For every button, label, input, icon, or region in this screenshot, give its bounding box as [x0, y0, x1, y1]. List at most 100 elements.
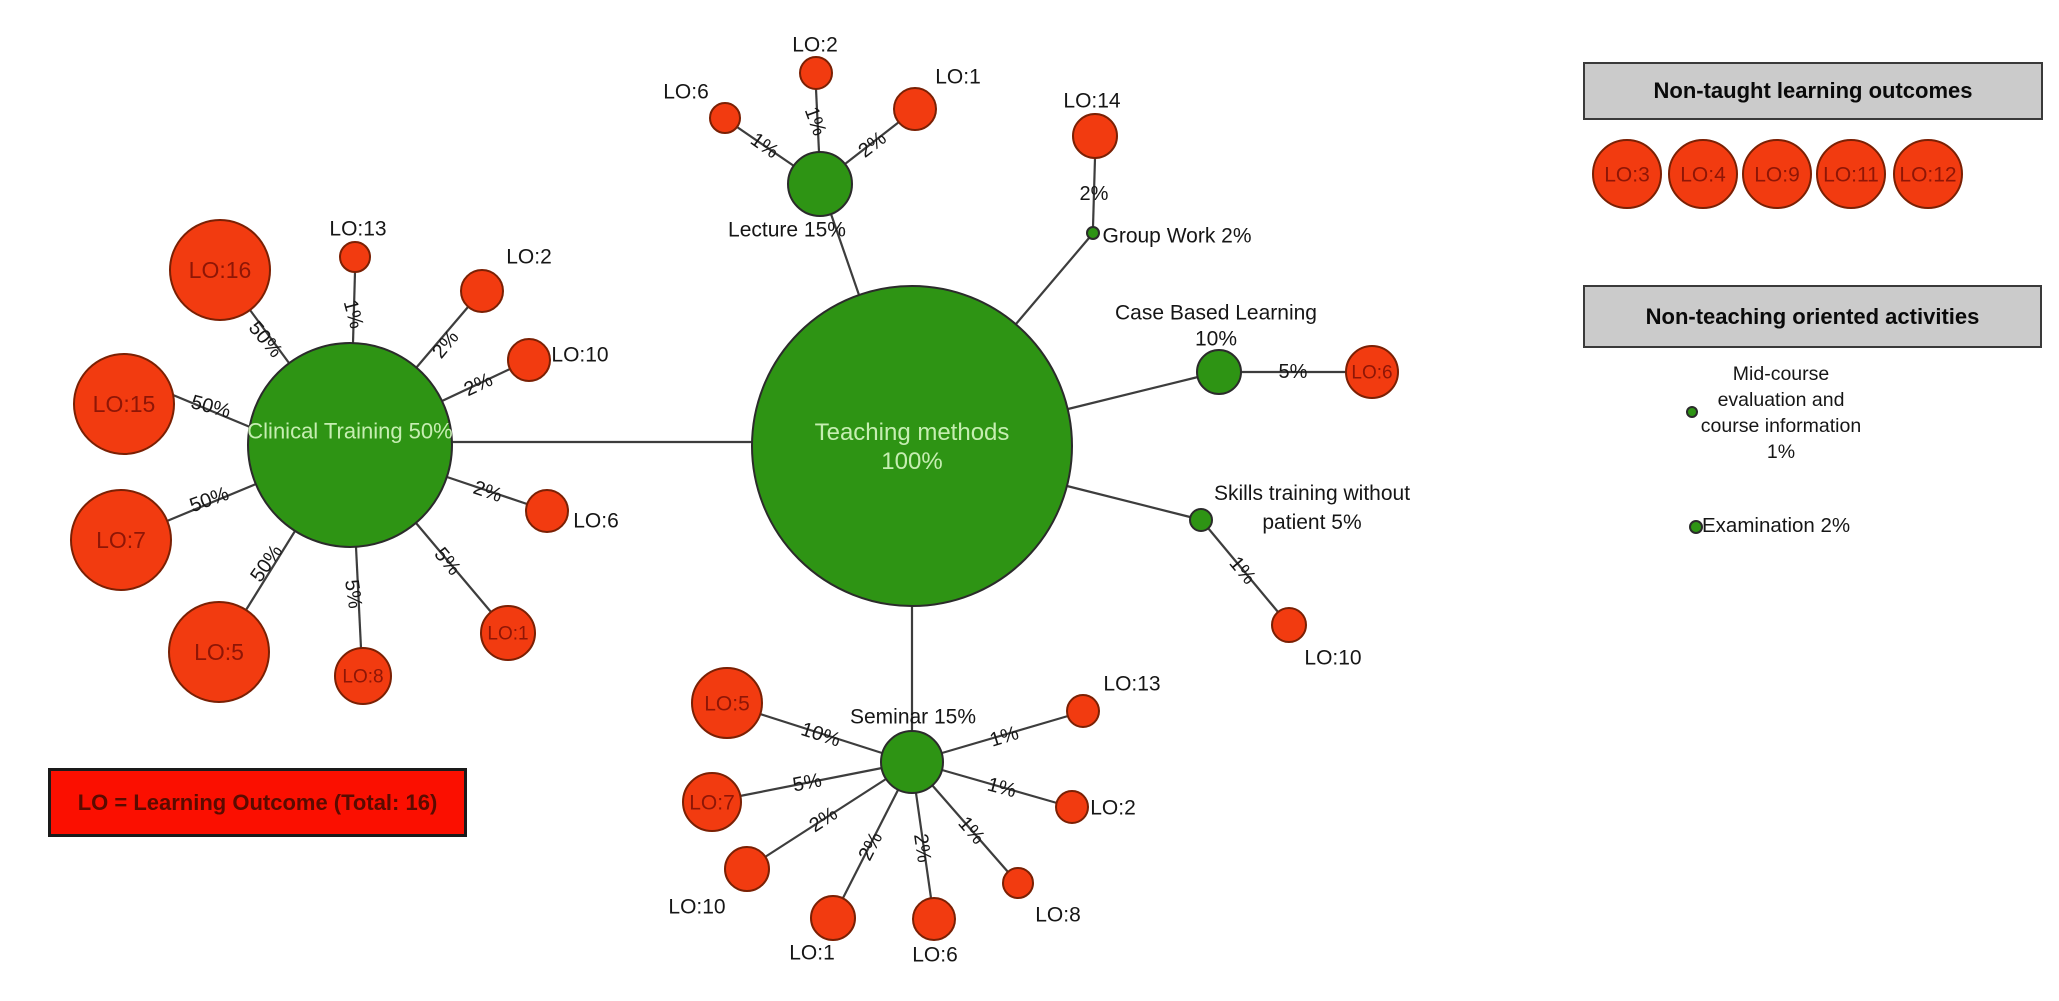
node-label-clinical-lo8: LO:8	[342, 667, 383, 688]
node-clinical-lo7	[70, 489, 172, 591]
node-label-case-based-lo6: LO:6	[1351, 363, 1392, 384]
lo-abbreviation-note-text: LO = Learning Outcome (Total: 16)	[77, 789, 438, 815]
node-label-clinical-lo2: LO:2	[506, 245, 552, 268]
node-seminar-lo5	[691, 667, 763, 739]
edge-seminar-lo5	[759, 712, 883, 755]
node-lecture-lo1	[893, 87, 937, 131]
non-taught-outcomes-title: Non-taught learning outcomes	[1653, 78, 1973, 103]
edge-teaching-group-work	[1015, 237, 1090, 325]
edge-clinical-lo8	[354, 546, 363, 649]
non-teaching-activities-title: Non-teaching oriented activities	[1645, 303, 1980, 329]
node-label-lecture-lo1: LO:1	[935, 65, 981, 88]
node-seminar	[880, 730, 944, 794]
node-label-seminar-lo5: LO:5	[704, 692, 750, 715]
node-midcourse-dot	[1686, 406, 1698, 418]
edge-seminar-lo6	[914, 792, 933, 899]
edge-label-clinical-lo13: 1%	[339, 297, 368, 331]
node-clinical-lo5	[168, 601, 270, 703]
node-lecture	[787, 151, 853, 217]
midcourse-line-2: evaluation and	[1717, 389, 1845, 411]
node-label-seminar-lo1: LO:1	[789, 941, 835, 964]
edge-label-seminar-lo2: 1%	[985, 774, 1019, 803]
node-label-teaching-methods: Teaching methods 100%	[815, 419, 1010, 475]
midcourse-line-3: course information	[1700, 415, 1862, 437]
node-label-lecture: Lecture 15%	[728, 218, 846, 241]
node-label-skills-training: Skills training without patient 5%	[1214, 482, 1410, 534]
edge-label-clinical-lo7: 50%	[187, 483, 232, 517]
edge-lecture-lo6	[736, 126, 795, 167]
node-legend-lo3	[1592, 139, 1662, 209]
node-label-seminar-lo13: LO:13	[1103, 672, 1160, 695]
node-label-clinical-lo5: LO:5	[194, 639, 244, 665]
node-label-legend-lo9: LO:9	[1754, 163, 1800, 186]
edge-seminar-lo1	[842, 789, 899, 899]
node-teaching-methods	[751, 285, 1073, 607]
edge-lecture-lo2	[814, 88, 821, 153]
node-case-based-learning	[1196, 349, 1242, 395]
edge-label-case-based-lo6: 5%	[1279, 361, 1308, 383]
node-label-legend-lo11: LO:11	[1823, 163, 1879, 186]
edge-clinical-lo7	[166, 482, 257, 523]
non-teaching-activities-header: Non-teaching oriented activities	[1583, 285, 2042, 348]
edge-skills-lo10	[1207, 527, 1279, 613]
node-label-group-work-lo14: LO:14	[1063, 89, 1121, 112]
node-seminar-lo2	[1055, 790, 1089, 824]
node-legend-lo9	[1742, 139, 1812, 209]
edge-teaching-lecture	[829, 213, 861, 296]
midcourse-line-1: Mid-course	[1732, 363, 1830, 385]
node-lecture-lo2	[799, 56, 833, 90]
node-seminar-lo7	[682, 772, 742, 832]
node-clinical-lo13	[339, 241, 371, 273]
node-legend-lo12	[1893, 139, 1963, 209]
edge-clinical-lo16	[249, 309, 290, 364]
node-label-clinical-lo7: LO:7	[96, 527, 146, 553]
node-clinical-lo6	[525, 489, 569, 533]
node-label-lecture-lo6: LO:6	[663, 80, 709, 103]
edge-seminar-lo8	[931, 784, 1009, 873]
edge-label-clinical-lo10: 2%	[461, 369, 497, 401]
node-label-clinical-training: Clinical Training 50%	[247, 419, 452, 444]
node-seminar-lo1	[810, 895, 856, 941]
midcourse-activity-label: Mid-course evaluation and course informa…	[1701, 361, 1861, 465]
node-label-clinical-lo13: LO:13	[329, 217, 386, 240]
node-label-legend-lo12: LO:12	[1899, 163, 1956, 186]
node-label-lecture-lo2: LO:2	[792, 33, 838, 56]
edge-label-seminar-lo7: 5%	[791, 769, 824, 796]
edge-label-clinical-lo2: 2%	[428, 326, 464, 362]
node-clinical-lo10	[507, 338, 551, 382]
node-label-legend-lo3: LO:3	[1604, 163, 1650, 186]
edge-clinical-lo2	[415, 306, 469, 369]
node-legend-lo11	[1816, 139, 1886, 209]
edge-clinical-lo13	[351, 271, 357, 344]
node-examination-dot	[1689, 520, 1703, 534]
edge-seminar-lo2	[941, 768, 1058, 805]
edge-group-work-lo14	[1091, 157, 1097, 228]
edge-lecture-lo1	[844, 121, 900, 165]
node-label-seminar-lo7: LO:7	[689, 791, 735, 814]
midcourse-line-4: 1%	[1766, 441, 1796, 463]
lo-abbreviation-note: LO = Learning Outcome (Total: 16)	[48, 768, 467, 837]
edge-clinical-lo6	[446, 475, 528, 506]
edge-label-seminar-lo13: 1%	[987, 722, 1021, 752]
node-skills-lo10	[1271, 607, 1307, 643]
node-label-clinical-lo6: LO:6	[573, 509, 619, 532]
node-label-skills-lo10: LO:10	[1304, 646, 1361, 669]
node-clinical-training	[247, 342, 453, 548]
edge-teaching-skills	[1066, 484, 1191, 519]
node-label-seminar: Seminar 15%	[850, 705, 976, 728]
node-group-work-lo14	[1072, 113, 1118, 159]
edge-clinical-lo15	[172, 393, 251, 429]
node-seminar-lo8	[1002, 867, 1034, 899]
edge-label-seminar-lo10: 2%	[805, 803, 841, 837]
node-label-clinical-lo10: LO:10	[551, 343, 608, 366]
node-lecture-lo6	[709, 102, 741, 134]
edge-label-lecture-lo2: 1%	[800, 104, 831, 139]
node-clinical-lo8	[334, 647, 392, 705]
examination-activity-label: Examination 2%	[1702, 514, 1851, 537]
node-case-based-lo6	[1345, 345, 1399, 399]
edge-label-seminar-lo5: 10%	[798, 718, 843, 751]
edge-clinical-lo1	[415, 522, 492, 613]
node-label-case-based-learning: Case Based Learning 10%	[1115, 301, 1317, 350]
edge-clinical-lo10	[441, 368, 511, 402]
